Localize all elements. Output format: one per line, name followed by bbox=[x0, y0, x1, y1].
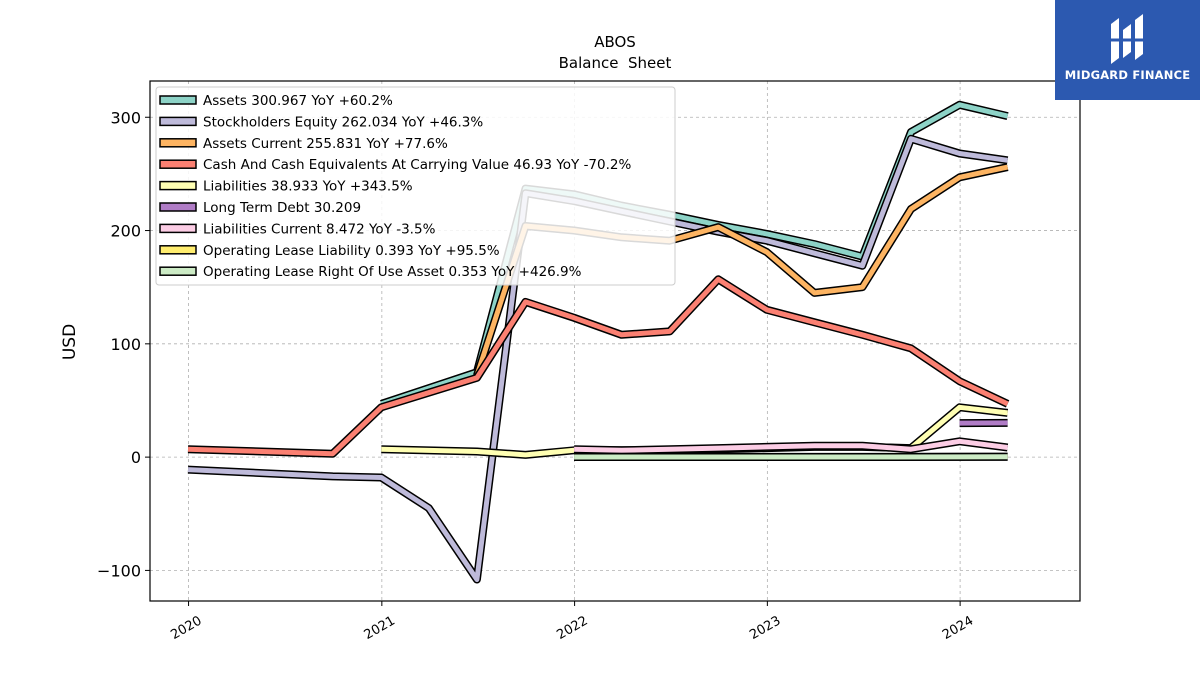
legend-entry-label: Liabilities 38.933 YoY +343.5% bbox=[203, 179, 413, 195]
y-tick-label: 300 bbox=[110, 108, 141, 127]
chart-title: ABOS bbox=[594, 33, 636, 51]
y-tick-label: 0 bbox=[131, 448, 141, 467]
x-tick-label: 2020 bbox=[168, 613, 204, 643]
y-tick-label: 100 bbox=[110, 335, 141, 354]
brand-name: MIDGARD FINANCE bbox=[1064, 68, 1191, 82]
x-tick-label: 2021 bbox=[362, 613, 398, 643]
legend-swatch bbox=[159, 202, 197, 212]
legend-swatch bbox=[159, 159, 197, 169]
x-tick-label: 2023 bbox=[747, 613, 783, 643]
brand-logo: MIDGARD FINANCE bbox=[1055, 0, 1200, 100]
legend-swatch bbox=[159, 138, 197, 148]
plot-area-frame bbox=[149, 80, 1081, 602]
chart-subtitle: Balance Sheet bbox=[559, 54, 672, 72]
legend-swatch bbox=[159, 95, 197, 105]
x-tick-label: 2022 bbox=[554, 613, 590, 643]
legend-swatch bbox=[159, 266, 197, 276]
legend-swatch bbox=[159, 245, 197, 255]
series-line-6 bbox=[574, 438, 1008, 453]
y-axis-label: USD bbox=[60, 324, 80, 360]
legend-entry-label: Assets Current 255.831 YoY +77.6% bbox=[203, 136, 448, 152]
y-tick-label: 200 bbox=[110, 222, 141, 241]
legend-entry-label: Stockholders Equity 262.034 YoY +46.3% bbox=[203, 114, 483, 130]
legend-entry-label: Liabilities Current 8.472 YoY -3.5% bbox=[203, 221, 436, 237]
series-line-3 bbox=[187, 276, 1009, 457]
legend-entry-label: Operating Lease Right Of Use Asset 0.353… bbox=[203, 264, 582, 280]
legend-entry-label: Operating Lease Liability 0.393 YoY +95.… bbox=[203, 243, 500, 259]
legend-swatch bbox=[159, 223, 197, 234]
legend-entry-label: Long Term Debt 30.209 bbox=[203, 200, 361, 216]
legend-swatch bbox=[159, 116, 197, 127]
legend-entry-label: Cash And Cash Equivalents At Carrying Va… bbox=[203, 157, 631, 173]
x-tick-label: 2024 bbox=[940, 613, 976, 643]
series-outline-3 bbox=[187, 275, 1010, 458]
legend-box bbox=[155, 86, 676, 286]
y-tick-label: −100 bbox=[97, 561, 141, 580]
legend: Assets 300.967 YoY +60.2% Stockholders Eq… bbox=[155, 86, 676, 286]
midgard-logo-icon bbox=[1107, 14, 1147, 64]
legend-swatch bbox=[159, 180, 197, 191]
legend-entry-label: Assets 300.967 YoY +60.2% bbox=[203, 93, 393, 109]
